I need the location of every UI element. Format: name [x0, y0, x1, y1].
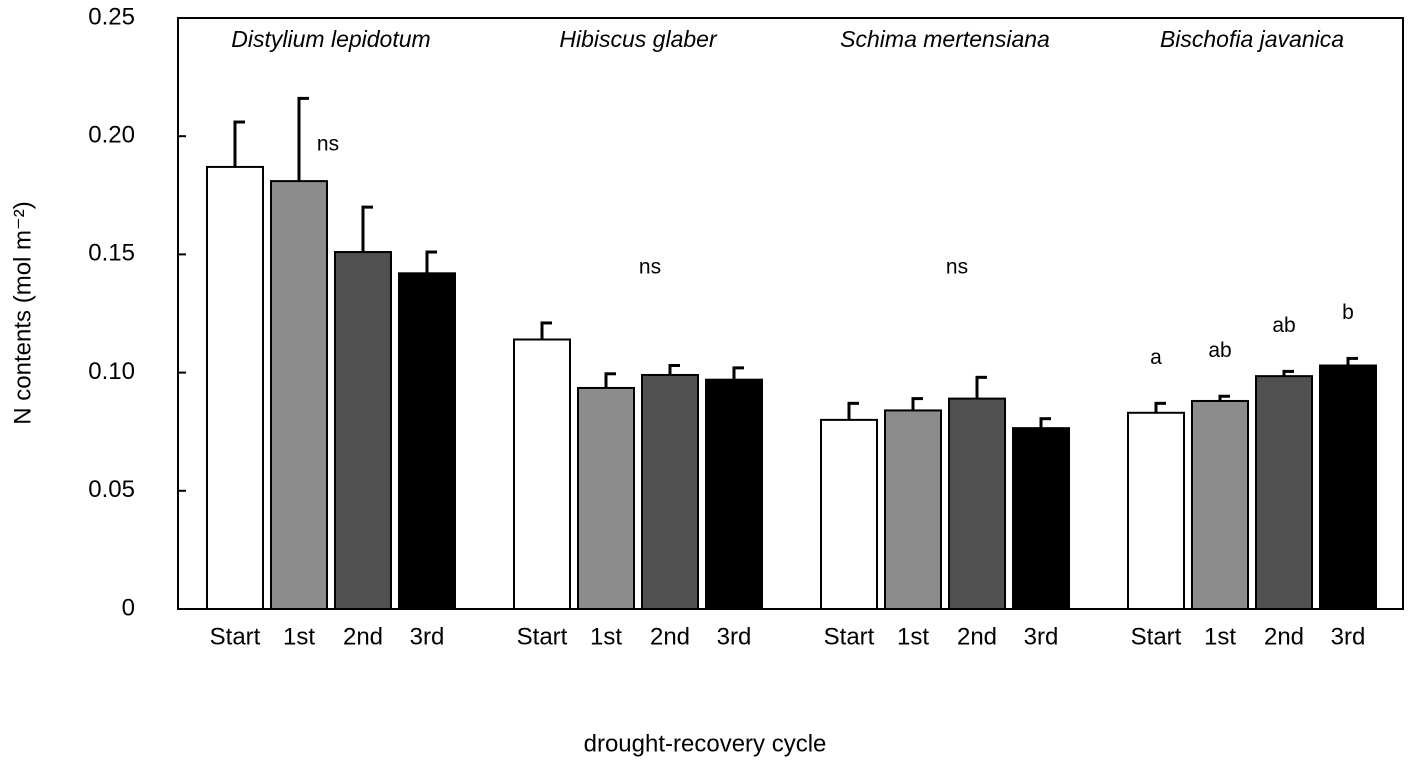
plot-frame [177, 17, 1404, 610]
bar [1012, 427, 1070, 610]
y-tick-label: 0.20 [88, 122, 135, 149]
bar [1255, 375, 1313, 610]
x-tick-label: Start [1131, 623, 1182, 650]
x-tick-label: Start [517, 623, 568, 650]
bar [577, 386, 635, 610]
x-tick-label: 2nd [957, 623, 997, 650]
bar [398, 272, 456, 610]
bar [206, 165, 264, 610]
species-label: Bischofia javanica [1160, 26, 1344, 52]
species-label: Schima mertensiana [840, 26, 1050, 52]
y-axis-label: N contents (mol m⁻²) [9, 201, 36, 424]
bar [884, 409, 942, 611]
x-tick-label: 2nd [650, 623, 690, 650]
significance-label: ns [317, 133, 339, 156]
bar [820, 418, 878, 610]
significance-label: b [1342, 301, 1354, 324]
x-tick-label: 1st [897, 623, 929, 650]
bar [1127, 411, 1185, 610]
y-tick-label: 0.10 [88, 358, 135, 385]
significance-label: ab [1272, 314, 1295, 337]
significance-label: a [1150, 346, 1162, 369]
x-tick-label: Start [210, 623, 261, 650]
x-tick-label: 3rd [1024, 623, 1059, 650]
significance-label: ns [639, 256, 661, 279]
x-axis-label: drought-recovery cycle [584, 730, 827, 757]
x-tick-label: 1st [283, 623, 315, 650]
bar [334, 251, 392, 610]
bar [641, 373, 699, 610]
x-tick-label: 2nd [343, 623, 383, 650]
x-tick-label: 3rd [717, 623, 752, 650]
bar [513, 338, 571, 610]
x-tick-label: 3rd [1331, 623, 1366, 650]
species-label: Hibiscus glaber [559, 26, 718, 52]
bar [1319, 364, 1377, 610]
x-tick-label: 3rd [410, 623, 445, 650]
y-tick-label: 0.05 [88, 476, 135, 503]
y-tick-label: 0.15 [88, 240, 135, 267]
x-tick-label: 1st [1204, 623, 1236, 650]
significance-label: ns [946, 256, 968, 279]
bar [1191, 399, 1249, 610]
bar [270, 180, 328, 610]
species-label: Distylium lepidotum [231, 26, 430, 52]
bar [705, 378, 763, 610]
x-tick-label: 2nd [1264, 623, 1304, 650]
x-tick-label: 1st [590, 623, 622, 650]
significance-label: ab [1208, 339, 1231, 362]
bar [948, 397, 1006, 610]
y-tick-label: 0.25 [88, 3, 135, 30]
x-tick-label: Start [824, 623, 875, 650]
y-tick-label: 0 [122, 594, 135, 621]
